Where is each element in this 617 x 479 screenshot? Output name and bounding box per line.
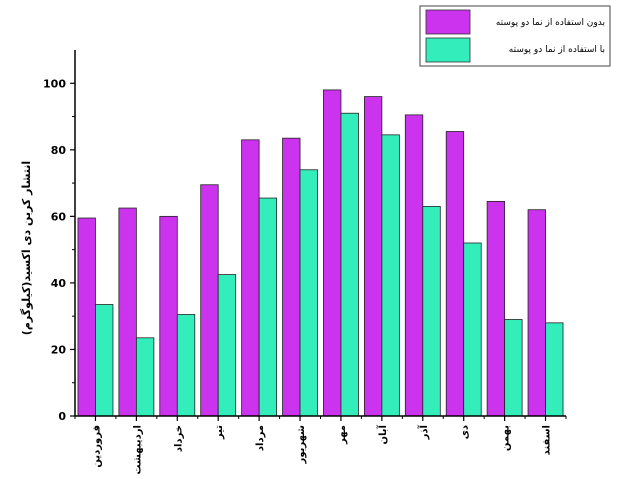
x-tick-label: مرداد: [255, 425, 266, 451]
bar-series-1: [527, 209, 546, 417]
bar-series-1: [404, 114, 424, 417]
bar-series-1: [323, 89, 342, 417]
y-ticks-group: 0 20 40 60 80 100: [43, 77, 75, 423]
bar-series-1: [159, 215, 178, 417]
legend-label-series-2: با استفاده از نما دو پوسته: [509, 45, 605, 55]
bar-series-2: [463, 242, 482, 417]
x-tick-label: آبان: [376, 424, 389, 444]
y-tick-label: 0: [58, 410, 66, 423]
bar-series-2: [258, 197, 278, 417]
legend-label-series-1: بدون استفاده از نما دو پوسته: [496, 18, 605, 28]
y-tick-label: 20: [51, 343, 67, 356]
y-tick-label: 80: [51, 144, 67, 157]
bar-series-2: [381, 134, 400, 417]
bar-series-2: [545, 322, 564, 417]
bar-series-2: [340, 112, 359, 417]
x-tick-label: فروردین: [91, 425, 102, 468]
bar-series-2: [135, 337, 155, 417]
x-ticks-group: فروردین اردیبهشت خرداد تیر مرداد شهریور مهر آبا…: [74, 416, 567, 475]
y-tick-label: 100: [43, 77, 66, 90]
x-tick-label: اسفند: [542, 425, 553, 455]
y-tick-label: 40: [51, 277, 67, 290]
legend: بدون استفاده از نما دو پوسته با استفاده …: [419, 5, 611, 67]
bar-series-2: [217, 274, 237, 417]
bar-series-1: [486, 200, 506, 417]
bars-group: [77, 89, 564, 417]
bar-series-1: [241, 139, 260, 417]
bar-series-1: [363, 96, 383, 417]
x-tick-label: اردیبهشت: [132, 425, 143, 475]
bar-series-2: [95, 304, 114, 417]
bar-series-1: [118, 207, 137, 417]
bar-series-1: [200, 184, 219, 417]
bar-series-2: [299, 169, 318, 417]
bar-series-1: [77, 217, 96, 417]
x-tick-label: مهر: [337, 425, 348, 445]
bar-series-1: [445, 131, 465, 417]
bar-series-2: [176, 314, 196, 417]
y-tick-label: 60: [51, 210, 67, 223]
x-tick-label: شهریور: [296, 425, 307, 465]
x-tick-label: دی: [460, 425, 471, 439]
legend-swatch-series-2: [425, 37, 471, 63]
y-axis-title: انتشار کربن دی اکسید(کیلوگرم): [20, 161, 33, 335]
bar-series-1: [282, 137, 301, 417]
x-tick-label: خرداد: [173, 425, 184, 452]
bar-series-2: [422, 205, 441, 417]
legend-swatch-series-1: [425, 9, 471, 35]
x-tick-label: آذر: [417, 424, 430, 440]
x-tick-label: بهمن: [501, 425, 512, 451]
x-tick-label: تیر: [214, 425, 225, 440]
bar-series-2: [504, 319, 523, 417]
